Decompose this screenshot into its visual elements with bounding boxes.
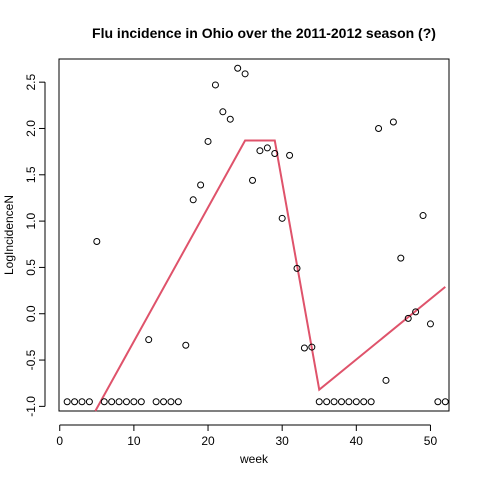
data-point <box>382 376 390 384</box>
x-tick-label: 0 <box>56 434 63 448</box>
data-point <box>278 214 286 222</box>
y-tick-label: 1.0 <box>24 212 38 229</box>
data-point <box>352 398 360 406</box>
data-point <box>419 212 427 220</box>
data-point <box>412 308 420 316</box>
y-axis-label: LogIncidenceN <box>2 195 16 275</box>
data-point <box>241 70 249 78</box>
data-point <box>219 108 227 116</box>
x-axis: 0 10 20 30 40 50 <box>56 424 438 448</box>
data-point <box>263 144 271 152</box>
x-tick-label: 20 <box>201 434 215 448</box>
data-point <box>256 147 264 155</box>
data-point <box>204 137 212 145</box>
y-tick-label: 2.0 <box>24 120 38 137</box>
data-point <box>441 398 449 406</box>
data-point <box>78 398 86 406</box>
y-tick-label: -0.5 <box>24 349 38 370</box>
data-point <box>315 398 323 406</box>
x-tick-label: 30 <box>275 434 289 448</box>
x-axis-label: week <box>239 452 269 466</box>
y-tick-label: 2.5 <box>24 73 38 90</box>
fit-line-layer <box>94 139 446 412</box>
points-layer <box>63 64 449 406</box>
data-point <box>167 398 175 406</box>
x-tick-label: 40 <box>350 434 364 448</box>
chart-title: Flu incidence in Ohio over the 2011-2012… <box>92 25 436 41</box>
data-point <box>345 398 353 406</box>
data-point <box>63 398 71 406</box>
series-fit-line <box>94 139 446 412</box>
x-tick-label: 50 <box>424 434 438 448</box>
data-point <box>211 81 219 89</box>
y-tick-label: 0.5 <box>24 259 38 276</box>
data-point <box>375 124 383 132</box>
data-point <box>100 398 108 406</box>
data-point <box>271 149 279 157</box>
data-point <box>197 181 205 189</box>
data-point <box>323 398 331 406</box>
data-point <box>330 398 338 406</box>
data-point <box>389 118 397 126</box>
data-point <box>426 320 434 328</box>
data-point <box>152 398 160 406</box>
data-point <box>130 398 138 406</box>
y-axis: -1.0 -0.5 0.0 0.5 1.0 1.5 2.0 2.5 <box>24 73 46 417</box>
data-point <box>308 343 316 351</box>
x-tick-label: 10 <box>127 434 141 448</box>
plot-frame <box>58 58 450 412</box>
data-point <box>434 398 442 406</box>
data-point <box>286 151 294 159</box>
data-point <box>189 196 197 204</box>
data-point <box>226 115 234 123</box>
data-point <box>93 237 101 245</box>
data-point <box>71 398 79 406</box>
data-point <box>300 344 308 352</box>
data-point <box>249 176 257 184</box>
data-point <box>122 398 130 406</box>
data-point <box>397 254 405 262</box>
data-point <box>234 64 242 72</box>
data-point <box>404 314 412 322</box>
data-point <box>174 398 182 406</box>
data-point <box>337 398 345 406</box>
data-point <box>293 264 301 272</box>
data-point <box>367 398 375 406</box>
data-point <box>108 398 116 406</box>
y-tick-label: 1.5 <box>24 166 38 183</box>
data-point <box>160 398 168 406</box>
y-tick-label: -1.0 <box>24 396 38 417</box>
data-point <box>360 398 368 406</box>
data-point <box>182 341 190 349</box>
data-point <box>137 398 145 406</box>
data-point <box>115 398 123 406</box>
data-point <box>85 398 93 406</box>
data-point <box>145 336 153 344</box>
y-tick-label: 0.0 <box>24 305 38 322</box>
